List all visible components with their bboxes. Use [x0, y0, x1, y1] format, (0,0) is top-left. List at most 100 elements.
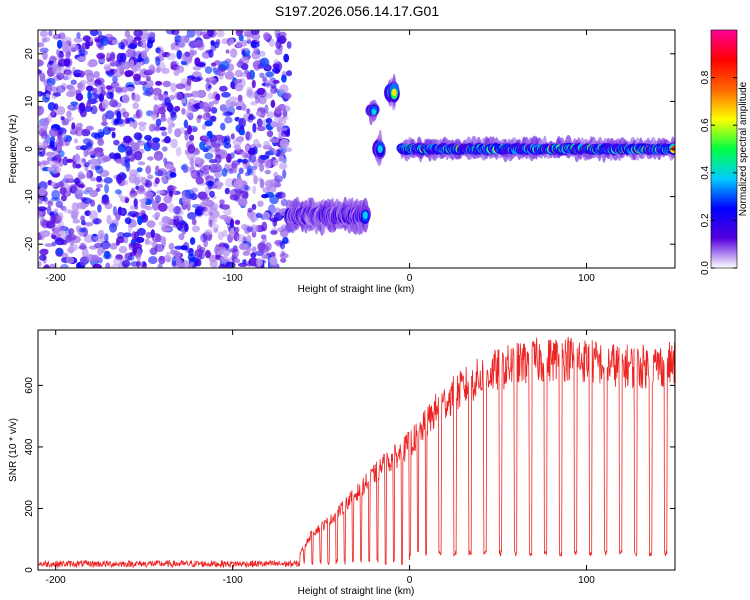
- signal-blob: [377, 145, 383, 153]
- noise-blob: [104, 65, 112, 72]
- noise-blob: [154, 244, 165, 252]
- noise-blob: [167, 116, 174, 126]
- noise-blob: [255, 212, 263, 218]
- noise-blob: [245, 144, 250, 152]
- noise-blob: [85, 142, 93, 149]
- noise-blob: [102, 99, 109, 109]
- noise-blob: [219, 60, 230, 71]
- noise-blob: [75, 93, 84, 102]
- noise-blob: [236, 234, 245, 243]
- noise-blob: [204, 152, 214, 160]
- noise-blob: [257, 143, 262, 148]
- noise-blob: [151, 110, 158, 116]
- noise-blob: [248, 153, 257, 163]
- noise-blob: [281, 116, 289, 121]
- noise-blob: [183, 119, 189, 129]
- noise-blob: [207, 92, 214, 100]
- noise-blob: [62, 156, 69, 166]
- noise-blob: [125, 49, 133, 58]
- noise-blob: [229, 48, 238, 58]
- noise-blob: [204, 229, 213, 236]
- noise-blob: [235, 106, 243, 111]
- noise-blob: [261, 254, 270, 260]
- noise-blob: [59, 187, 67, 196]
- noise-blob: [286, 41, 292, 49]
- noise-blob: [123, 179, 129, 186]
- noise-blob: [255, 96, 261, 104]
- noise-blob: [220, 256, 229, 263]
- figure-title: S197.2026.056.14.17.G01: [274, 3, 440, 19]
- noise-blob: [196, 89, 207, 99]
- noise-blob: [100, 36, 109, 46]
- noise-blob: [133, 198, 138, 208]
- noise-blob: [261, 221, 268, 232]
- noise-blob: [40, 230, 51, 238]
- noise-blob: [240, 151, 248, 156]
- noise-blob: [237, 197, 248, 207]
- noise-blob: [112, 75, 118, 83]
- noise-blob: [273, 149, 278, 155]
- noise-blob: [187, 144, 196, 154]
- noise-blob: [281, 74, 287, 83]
- noise-blob: [243, 185, 249, 191]
- noise-blob: [236, 41, 242, 48]
- noise-blob: [87, 90, 92, 101]
- noise-blob: [264, 242, 272, 252]
- noise-blob: [218, 263, 227, 268]
- noise-blob: [39, 254, 47, 261]
- noise-blob: [181, 195, 191, 206]
- noise-blob: [53, 92, 61, 97]
- noise-blob: [210, 223, 220, 230]
- noise-blob: [57, 212, 64, 222]
- noise-blob: [111, 39, 119, 45]
- noise-blob: [94, 235, 105, 243]
- noise-blob: [173, 105, 181, 112]
- noise-blob: [50, 197, 61, 202]
- noise-blob: [80, 215, 85, 222]
- x-tick-label: -200: [46, 575, 66, 586]
- noise-blob: [72, 209, 80, 216]
- noise-blob: [144, 179, 153, 188]
- noise-blob: [279, 138, 290, 149]
- noise-blob: [81, 248, 89, 258]
- noise-blob: [138, 184, 145, 192]
- noise-blob: [124, 117, 130, 125]
- colorbar-tick-label: 0.2: [700, 213, 711, 227]
- noise-blob: [248, 257, 259, 267]
- noise-blob: [237, 94, 243, 102]
- noise-blob: [242, 250, 250, 256]
- noise-blob: [122, 259, 131, 268]
- noise-blob: [220, 204, 230, 210]
- noise-blob: [49, 263, 57, 268]
- noise-blob: [147, 156, 154, 161]
- noise-blob: [69, 241, 75, 247]
- noise-blob: [196, 169, 204, 178]
- noise-blob: [146, 240, 155, 245]
- noise-blob: [155, 80, 163, 86]
- noise-blob: [145, 166, 151, 174]
- noise-blob: [38, 59, 44, 67]
- noise-blob: [257, 242, 266, 252]
- colorbar-tick-label: 0.4: [700, 165, 711, 179]
- noise-blob: [100, 90, 107, 96]
- noise-blob: [259, 72, 265, 79]
- noise-blob: [158, 221, 165, 226]
- noise-blob: [262, 77, 267, 83]
- noise-blob: [146, 220, 156, 228]
- noise-blob: [167, 124, 173, 135]
- noise-blob: [39, 30, 49, 38]
- noise-blob: [229, 101, 237, 107]
- noise-blob: [185, 247, 195, 253]
- noise-blob: [145, 76, 151, 81]
- noise-blob: [184, 223, 189, 233]
- noise-blob: [270, 159, 280, 164]
- y-tick-label: 0: [24, 146, 35, 152]
- noise-blob: [283, 92, 292, 100]
- noise-blob: [64, 117, 71, 123]
- signal-blob: [362, 211, 368, 220]
- noise-blob: [162, 80, 172, 88]
- noise-blob: [62, 43, 70, 53]
- noise-blob: [194, 249, 203, 258]
- noise-blob: [110, 81, 120, 89]
